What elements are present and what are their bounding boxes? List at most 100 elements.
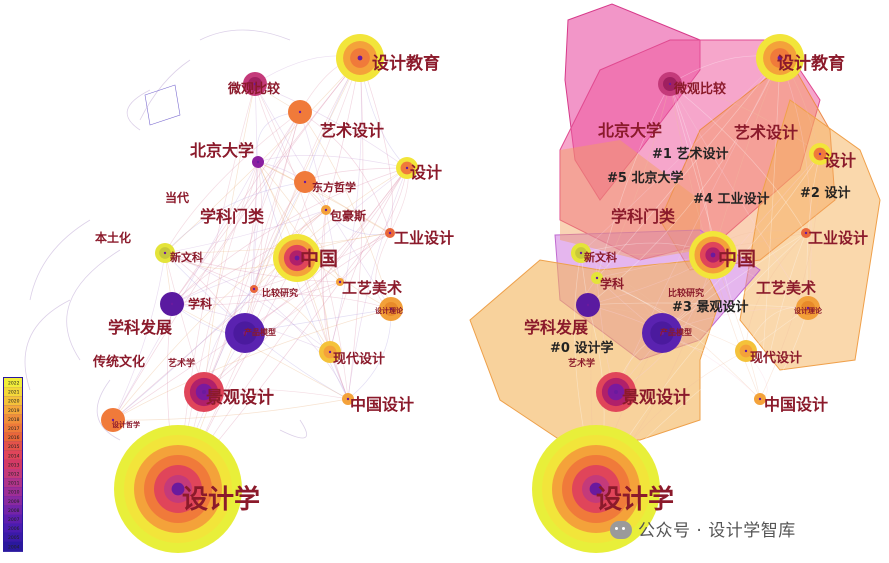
keyword-label-ddsj: 现代设计 [750, 350, 802, 366]
network-link [669, 83, 747, 352]
legend-year-2014: 2014 [8, 453, 20, 459]
legend-swatch [4, 496, 22, 506]
keyword-label-cpmx: 产品模型 [244, 327, 276, 337]
node-core [818, 152, 822, 156]
network-link [587, 302, 809, 309]
node-core [346, 397, 350, 401]
legend-year-2007: 2007 [8, 517, 20, 523]
legend-year-2008: 2008 [8, 508, 20, 514]
keyword-label-sjll: 设计理论 [375, 306, 404, 315]
cluster-label-5: #0 设计学 [550, 340, 613, 356]
keyword-label-xkml: 学科门类 [200, 207, 265, 226]
network-link [279, 419, 307, 439]
keyword-label-yssj: 艺术设计 [320, 121, 384, 140]
legend-swatch [4, 459, 22, 469]
network-link [171, 281, 341, 306]
legend-swatch [4, 532, 22, 542]
network-link [325, 209, 391, 236]
network-link [320, 209, 349, 400]
network-link [112, 398, 349, 421]
network-link [171, 161, 259, 305]
network-link [164, 252, 341, 283]
legend-year-2016: 2016 [8, 435, 20, 441]
network-link [203, 167, 408, 393]
keyword-label-ctwh: 传统文化 [92, 354, 145, 370]
network-link [164, 252, 331, 353]
network-link [112, 57, 361, 421]
node-core [744, 349, 748, 353]
keyword-label-jgsj: 景观设计 [206, 387, 274, 408]
network-link [257, 161, 391, 234]
keyword-label-ddsj: 现代设计 [333, 351, 385, 367]
wechat-icon [610, 521, 632, 539]
legend-swatch [4, 505, 22, 515]
network-link [347, 167, 408, 400]
node-core [589, 482, 603, 496]
cluster-label-1: #5 北京大学 [607, 170, 683, 186]
left-network-links [24, 29, 409, 490]
network-link [24, 299, 71, 391]
keyword-label-xkfz: 学科发展 [108, 318, 173, 337]
node-core [298, 110, 302, 114]
legend-swatch [4, 523, 22, 533]
network-link [171, 293, 392, 310]
hull-cluster-0 [469, 259, 721, 441]
keyword-label-dd: 当代 [165, 190, 189, 205]
network-link [596, 83, 671, 279]
network-link [112, 288, 255, 421]
legend-year-2017: 2017 [8, 426, 20, 432]
node-core [294, 255, 300, 261]
legend-year-2018: 2018 [8, 417, 20, 423]
node-core [170, 302, 174, 306]
keyword-label-xk: 学科 [188, 296, 212, 311]
node-core [202, 390, 206, 394]
network-link [806, 153, 821, 309]
network-link [112, 161, 259, 421]
legend-year-2012: 2012 [8, 472, 20, 478]
node-core [243, 331, 247, 335]
keyword-label-sjjy: 设计教育 [372, 53, 440, 74]
keyword-label-wgbj: 微观比较 [227, 81, 280, 97]
node-core [338, 280, 342, 284]
keyword-label-yssj: 艺术设计 [734, 123, 798, 142]
node-core [777, 55, 783, 61]
network-link [253, 111, 301, 290]
network-link [329, 167, 408, 353]
legend-swatch [4, 378, 22, 388]
network-link [254, 83, 349, 400]
cluster-label-0: #1 艺术设计 [652, 146, 728, 162]
network-link [329, 57, 362, 353]
network-link [112, 252, 166, 421]
keyword-label-bjyj: 比较研究 [262, 287, 298, 299]
node-core [253, 82, 257, 86]
node-core [806, 306, 810, 310]
keyword-label-zgsj: 中国设计 [764, 395, 828, 414]
keyword-label-zg: 中国 [718, 247, 756, 270]
network-link [759, 307, 809, 400]
network-link [759, 57, 781, 400]
network-link [253, 181, 306, 290]
keyword-label-sjx: 设计学 [182, 484, 260, 515]
keyword-label-sjll: 设计理论 [794, 306, 823, 315]
legend-swatch [4, 487, 22, 497]
network-link [164, 181, 306, 254]
keyword-label-zg: 中国 [300, 247, 338, 270]
network-link [29, 219, 91, 301]
legend-swatch [4, 469, 22, 479]
network-link [96, 379, 121, 441]
network-link [244, 167, 408, 334]
node-core [388, 231, 392, 235]
keyword-label-xk: 学科 [600, 276, 624, 291]
network-link [244, 83, 258, 334]
keyword-label-bhs: 包豪斯 [329, 208, 366, 223]
network-link [299, 111, 341, 283]
keyword-label-zgsj: 中国设计 [350, 395, 414, 414]
cluster-label-3: #2 设计 [800, 185, 850, 201]
node-core [328, 350, 332, 354]
hull-cluster-0b [560, 140, 700, 260]
network-link [580, 252, 761, 400]
keyword-label-xwk: 新文科 [584, 250, 617, 264]
